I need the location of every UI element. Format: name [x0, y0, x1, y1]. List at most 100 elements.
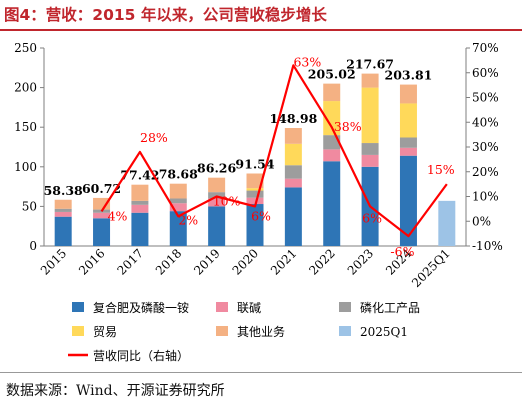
growth-label: 15% — [427, 162, 455, 177]
legend-swatch — [72, 302, 84, 312]
total-label: 78.68 — [159, 167, 198, 182]
total-label: 205.02 — [308, 67, 356, 82]
bar-segment-1 — [54, 216, 72, 246]
bar-segment-1 — [399, 155, 417, 246]
growth-label: -6% — [390, 244, 414, 259]
bar-segment-1 — [131, 212, 149, 246]
title-divider — [0, 29, 522, 31]
legend-swatch — [216, 326, 228, 336]
total-label: 86.26 — [197, 161, 236, 176]
legend-swatch — [216, 302, 228, 312]
right-axis-tick-label: 20% — [472, 165, 499, 179]
bar-segment-5 — [208, 177, 226, 193]
left-axis-tick-label: 0 — [29, 239, 37, 253]
right-axis-tick-label: 70% — [472, 41, 499, 55]
growth-label: 63% — [293, 54, 321, 69]
bar-segment-5 — [131, 184, 149, 201]
x-axis-tick-label: 2022 — [306, 246, 337, 277]
x-axis-tick-label: 2025Q1 — [409, 246, 453, 290]
legend-label: 复合肥及磷酸一铵 — [93, 300, 189, 315]
bar-segment-3 — [131, 200, 149, 205]
legend-label: 营收同比（右轴） — [93, 348, 189, 363]
x-axis-tick-label: 2019 — [191, 246, 222, 277]
growth-label: 28% — [140, 130, 168, 145]
legend-swatch — [339, 302, 351, 312]
legend-label: 贸易 — [93, 325, 117, 339]
bar-segment-2 — [323, 149, 341, 162]
total-label: 77.42 — [120, 168, 159, 183]
bar-segment-5 — [361, 73, 379, 88]
left-axis-tick-label: 200 — [14, 81, 37, 95]
legend-swatch — [339, 326, 351, 336]
bar-segment-2 — [208, 198, 226, 207]
right-axis-tick-label: 0% — [472, 214, 491, 228]
bar-segment-4 — [323, 101, 341, 136]
bar-segment-5 — [169, 183, 187, 199]
total-label: 217.67 — [346, 57, 394, 72]
x-axis-tick-label: 2015 — [38, 246, 69, 277]
x-axis-tick-label: 2020 — [230, 246, 261, 277]
growth-label: 38% — [334, 119, 362, 134]
bar-segment-3 — [169, 198, 187, 204]
bar-segment-5 — [323, 83, 341, 102]
legend-label: 联碱 — [237, 301, 261, 315]
bar-segment-2 — [284, 178, 302, 188]
legend-label: 磷化工产品 — [360, 300, 420, 315]
right-axis-tick-label: 40% — [472, 115, 499, 129]
legend-label: 其他业务 — [237, 324, 285, 339]
left-axis-tick-label: 250 — [14, 41, 37, 55]
bar-segment-1 — [93, 218, 111, 246]
x-axis-tick-label: 2018 — [153, 246, 184, 277]
growth-label: 4% — [108, 208, 128, 223]
bar-segment-2 — [54, 211, 72, 217]
bar-segment-3 — [361, 143, 379, 155]
bar-segment-3 — [284, 165, 302, 179]
total-label: 60.72 — [82, 181, 121, 196]
x-axis-tick-label: 2016 — [76, 246, 107, 277]
bar-segment-5 — [54, 199, 72, 209]
bar-segment-4 — [284, 143, 302, 166]
bar-segment-1 — [246, 204, 264, 246]
bar-segment-2 — [361, 154, 379, 167]
bar-segment-2 — [246, 197, 264, 205]
left-axis-tick-label: 50 — [22, 199, 37, 213]
right-axis-tick-label: -10% — [472, 239, 503, 253]
bar-segment-2 — [169, 203, 187, 212]
right-axis-tick-label: 60% — [472, 66, 499, 80]
total-label: 203.81 — [385, 68, 433, 83]
growth-label: 6% — [362, 210, 382, 225]
bar-segment-5 — [246, 173, 264, 189]
bar-segment-5 — [93, 197, 111, 210]
growth-line — [100, 64, 448, 238]
growth-label: 10% — [213, 194, 241, 209]
legend-label: 2025Q1 — [360, 325, 408, 339]
bar-segment-2 — [93, 212, 111, 219]
total-label: 58.38 — [44, 183, 83, 198]
bar-segment-1 — [284, 187, 302, 246]
footer-divider — [0, 372, 522, 373]
x-axis-tick-label: 2021 — [268, 246, 299, 277]
bar-segment-1 — [323, 161, 341, 246]
right-axis-tick-label: 10% — [472, 190, 499, 204]
bar-segment-3 — [399, 137, 417, 148]
total-label: 148.98 — [269, 111, 317, 126]
legend-swatch — [72, 326, 84, 336]
left-axis-tick-label: 100 — [14, 160, 37, 174]
right-axis-tick-label: 50% — [472, 91, 499, 105]
bar-segment-5 — [284, 128, 302, 144]
bar-segment-3 — [54, 208, 72, 212]
bar-segment-3 — [323, 135, 341, 150]
x-axis-tick-label: 2023 — [345, 246, 376, 277]
bar-segment-3 — [208, 192, 226, 199]
growth-label: 6% — [251, 208, 271, 223]
bar-segment-4 — [361, 87, 379, 144]
revenue-chart: 0 50 100 150 200 250 -10% 0% 10% 20% 30% 40% 50% 60% 7… — [14, 41, 503, 363]
data-source: 数据来源：Wind、开源证券研究所 — [6, 383, 225, 399]
bar-segment-1 — [169, 211, 187, 246]
bar-segment-3 — [246, 190, 264, 198]
x-axis-tick-label: 2017 — [115, 246, 146, 277]
bar-segment-4 — [246, 188, 264, 191]
growth-label: 2% — [178, 212, 198, 227]
bar-segment-1 — [208, 206, 226, 246]
bar-segment-6 — [438, 200, 456, 246]
